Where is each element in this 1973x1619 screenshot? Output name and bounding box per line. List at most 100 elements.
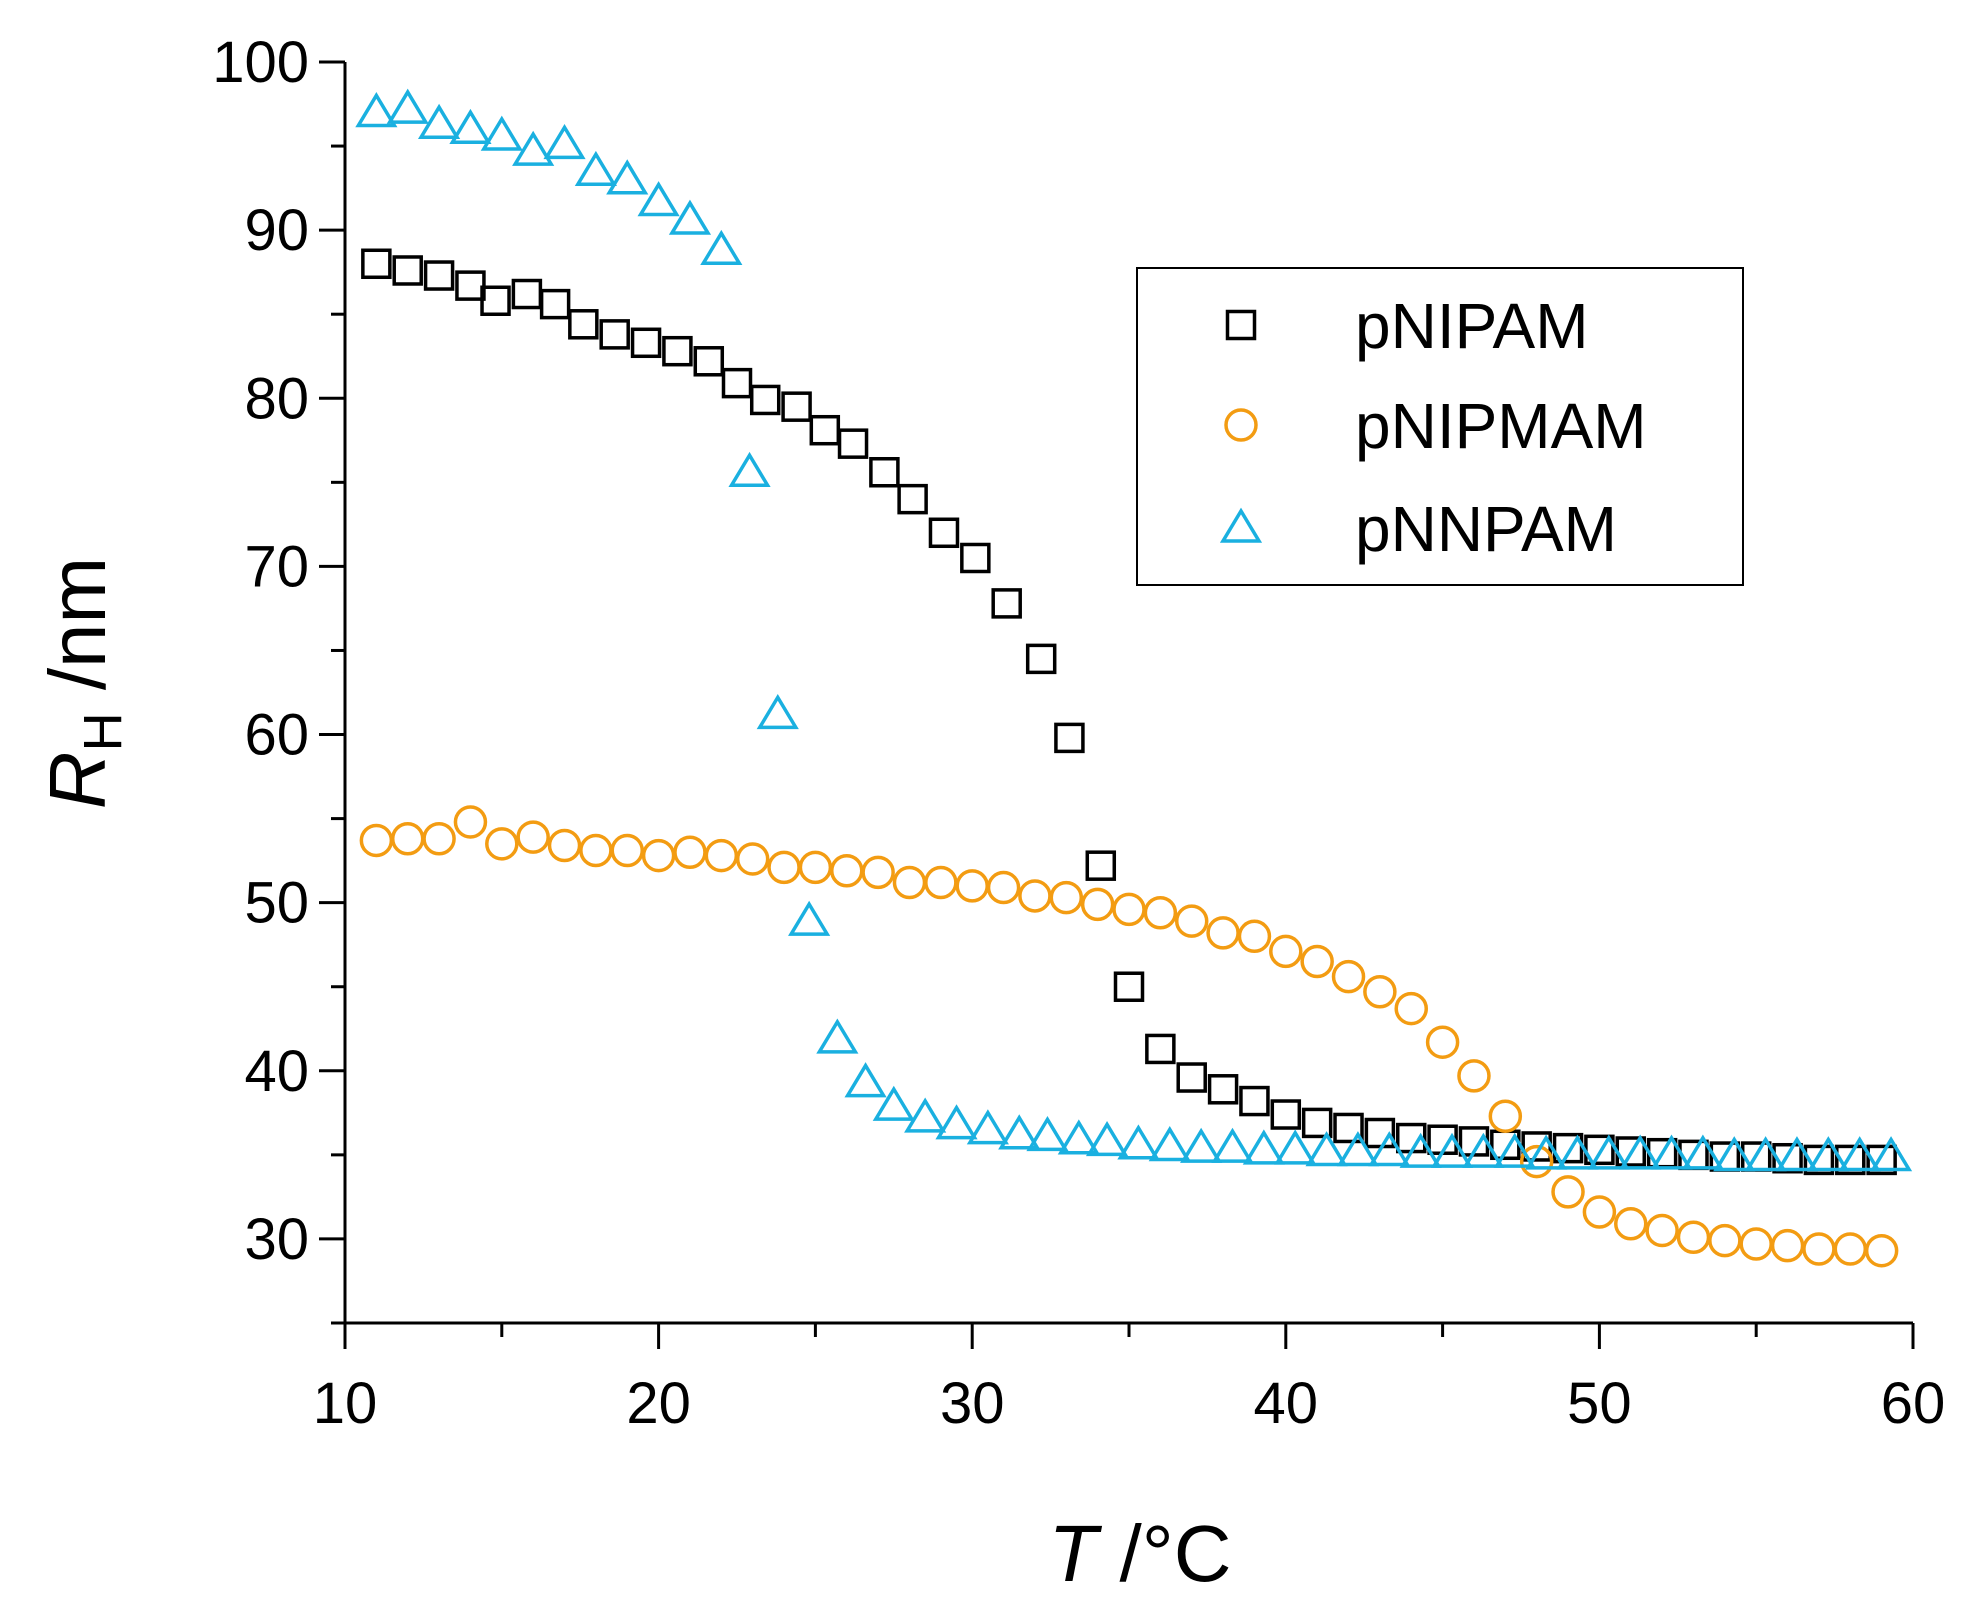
pNNPAM-point: [872, 1085, 915, 1121]
y-axis-title: RH /nm: [33, 557, 133, 809]
pNNPAM-point: [668, 199, 712, 235]
pNIPAM-point: [361, 248, 392, 280]
pNIPMAM-point: [1112, 892, 1146, 927]
pNNPAM-point: [1336, 1131, 1380, 1167]
pNIPMAM-point: [892, 865, 927, 900]
legend-box: [1136, 267, 1744, 586]
pNIPMAM-point: [1269, 934, 1303, 969]
y-tick-label: 50: [244, 871, 309, 936]
pNIPMAM-point: [1833, 1232, 1868, 1266]
pNIPMAM-point: [1676, 1220, 1711, 1255]
pNIPMAM-point: [1551, 1175, 1585, 1209]
pNNPAM-point: [1744, 1136, 1787, 1172]
x-tick-label: 60: [1881, 1371, 1946, 1436]
pNIPMAM-point: [547, 828, 582, 863]
pNNPAM-point: [637, 181, 680, 217]
pNNPAM-point: [1305, 1131, 1348, 1167]
pNNPAM-point: [998, 1114, 1041, 1150]
pNNPAM-point: [1556, 1134, 1599, 1170]
pNIPAM-point: [1835, 1144, 1866, 1176]
pNNPAM-point: [355, 92, 398, 128]
pNNPAM-point: [543, 123, 586, 160]
pNIPAM-point: [599, 319, 630, 350]
pNNPAM-point: [1180, 1127, 1223, 1163]
legend: pNIPAM pNIPMAM pNNPAM: [1136, 267, 1744, 586]
pNIPAM-point: [568, 309, 599, 340]
pNIPAM-point: [928, 517, 960, 549]
pNIPMAM-point: [955, 869, 989, 903]
pNIPAM-point: [1239, 1085, 1270, 1117]
pNNPAM-point: [1587, 1134, 1630, 1170]
legend-label-pNIPMAM: pNIPMAM: [1355, 390, 1647, 462]
pNNPAM-point: [449, 108, 492, 145]
pNNPAM-point: [1117, 1124, 1160, 1160]
pNIPAM-point: [1054, 722, 1085, 754]
legend-marker-pNIPMAM: [1224, 408, 1258, 442]
pNIPAM-point: [455, 270, 486, 301]
pNIPMAM-point: [767, 850, 801, 885]
pNNPAM-point: [935, 1104, 978, 1140]
pNIPMAM-point: [1582, 1195, 1617, 1229]
plot-markers: [355, 88, 1913, 1268]
legend-items: pNIPAM pNIPMAM pNNPAM: [1219, 290, 1647, 565]
pNIPMAM-point: [1864, 1233, 1899, 1268]
pNNPAM-point: [756, 693, 799, 730]
pNNPAM-point: [1026, 1115, 1069, 1152]
pNIPAM-point: [1803, 1144, 1835, 1176]
pNIPAM-point: [1333, 1112, 1364, 1144]
x-tick-label: 30: [940, 1371, 1005, 1436]
y-tick-label: 90: [244, 198, 309, 263]
pNNPAM-point: [1807, 1136, 1850, 1172]
series-pNIPMAM: [359, 805, 1899, 1268]
pNIPMAM-point: [1739, 1227, 1773, 1261]
pNIPAM-point: [392, 255, 423, 286]
pNIPAM-point: [423, 260, 455, 291]
pNNPAM-point: [1524, 1134, 1568, 1170]
pNIPAM-point: [1301, 1107, 1333, 1139]
pNNPAM-point: [1430, 1132, 1474, 1168]
pNIPAM-point: [781, 391, 812, 422]
pNNPAM-point: [816, 1018, 859, 1054]
pNIPAM-point: [1552, 1132, 1584, 1164]
pNIPAM-point: [837, 428, 869, 459]
pNNPAM-point: [904, 1097, 947, 1133]
pNIPMAM-point: [735, 842, 770, 876]
pNNPAM-point: [1462, 1132, 1505, 1168]
pNIPAM-point: [693, 346, 725, 377]
pNIPAM-point: [749, 384, 781, 416]
pNNPAM-point: [966, 1109, 1009, 1145]
pNNPAM-point: [1681, 1134, 1724, 1170]
pNNPAM-point: [417, 103, 461, 139]
pNNPAM-point: [728, 451, 771, 487]
pNIPMAM-point: [1519, 1144, 1554, 1179]
pNIPMAM-point: [1802, 1232, 1836, 1266]
pNIPMAM-point: [1457, 1059, 1491, 1093]
pNIPMAM-point: [641, 838, 676, 873]
pNIPAM-point: [539, 288, 571, 320]
pNNPAM-point: [1274, 1129, 1317, 1165]
pNIPAM-point: [869, 456, 900, 488]
pNNPAM-point: [1869, 1136, 1913, 1172]
pNNPAM-point: [700, 229, 743, 266]
pNIPAM-point: [1866, 1144, 1897, 1176]
series-pNNPAM: [355, 88, 1913, 1172]
pNIPMAM-point: [390, 822, 425, 856]
pNNPAM-point: [788, 900, 831, 936]
x-tick-label: 50: [1567, 1371, 1632, 1436]
pNIPAM-point: [809, 414, 841, 446]
pNIPMAM-point: [1143, 896, 1178, 930]
pNIPMAM-point: [1488, 1099, 1523, 1133]
pNIPAM-point: [1113, 971, 1145, 1002]
pNNPAM-point: [1085, 1121, 1129, 1157]
pNNPAM-point: [1838, 1136, 1881, 1172]
pNIPAM-point: [662, 335, 693, 367]
pNIPMAM-point: [673, 835, 707, 869]
pNIPMAM-point: [453, 805, 488, 839]
y-axis-title-unit: /nm: [33, 557, 122, 713]
pNIPMAM-point: [1614, 1207, 1648, 1241]
pNIPMAM-point: [579, 833, 613, 868]
pNIPMAM-point: [610, 833, 644, 868]
pNNPAM-point: [1399, 1132, 1442, 1168]
pNNPAM-point: [1619, 1134, 1662, 1170]
